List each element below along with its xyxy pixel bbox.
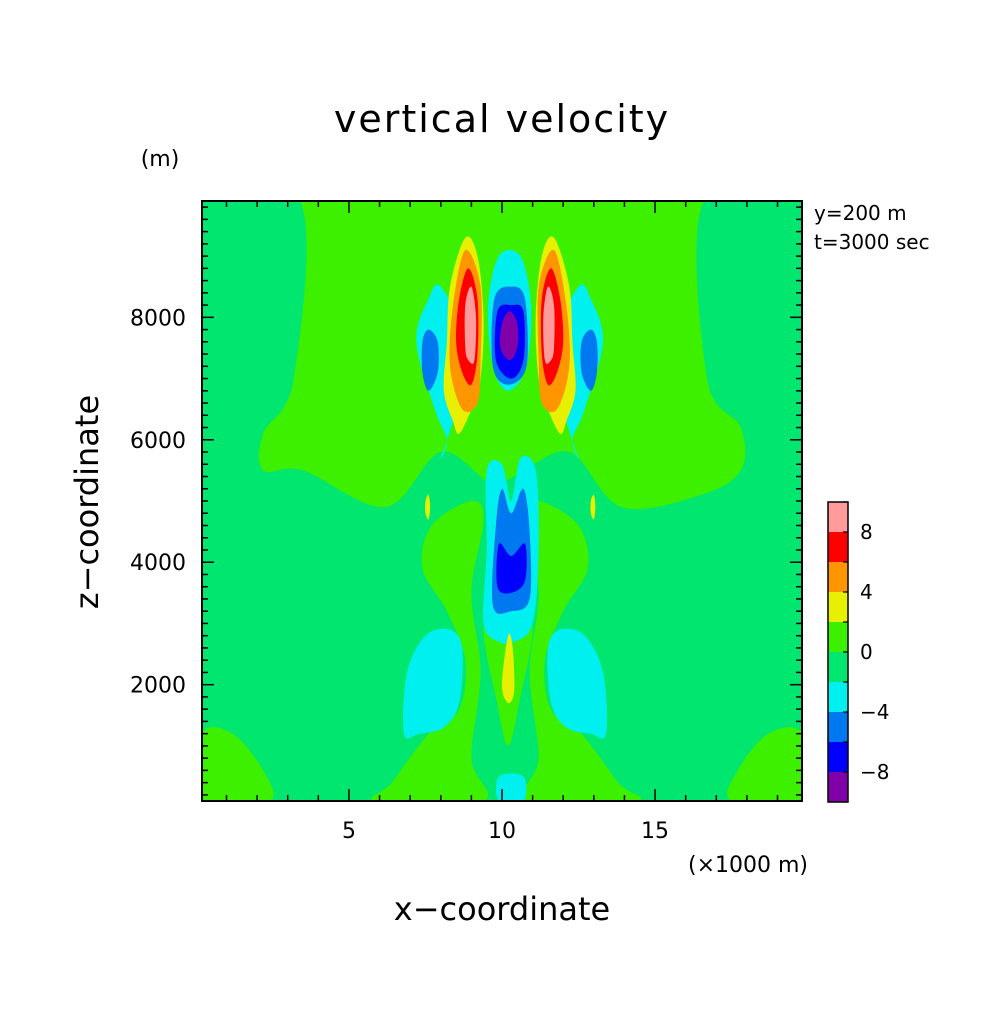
chart-title: vertical velocity — [334, 97, 670, 141]
colorbar-swatch — [828, 772, 848, 802]
colorbar-swatch — [828, 532, 848, 562]
contour-region — [521, 500, 642, 801]
x-tick-label: 15 — [641, 819, 669, 844]
y-tick-label: 8000 — [130, 306, 186, 331]
y-axis-label: z−coordinate — [68, 395, 106, 609]
colorbar-tick-label: 0 — [860, 640, 873, 664]
contour-region — [495, 773, 527, 801]
colorbar-tick-label: 8 — [860, 520, 873, 544]
colorbar-swatch — [828, 712, 848, 742]
x-axis-label: x−coordinate — [394, 890, 610, 928]
y-tick-label: 6000 — [130, 429, 186, 454]
colorbar-swatch — [828, 682, 848, 712]
colorbar-swatch — [828, 592, 848, 622]
annotation-y: y=200 m — [814, 201, 907, 225]
colorbar-swatch — [828, 562, 848, 592]
colorbar-tick-label: −8 — [860, 760, 889, 784]
contour-regions — [202, 201, 802, 801]
y-unit-label: (m) — [141, 147, 180, 172]
contour-region — [502, 633, 515, 704]
contour-region — [496, 542, 527, 594]
contour-region — [202, 727, 274, 801]
x-tick-label: 5 — [342, 819, 356, 844]
x-unit-label: (×1000 m) — [688, 853, 808, 878]
contour-region — [421, 329, 439, 391]
x-tick-label: 10 — [488, 819, 516, 844]
colorbar-swatch — [828, 502, 848, 532]
colorbar-swatch — [828, 622, 848, 652]
y-tick-label: 2000 — [130, 674, 186, 699]
contour-region — [547, 628, 607, 739]
contour-region — [590, 494, 596, 520]
contour-region — [403, 628, 463, 739]
contour-region — [499, 311, 519, 361]
annotation-t: t=3000 sec — [814, 230, 930, 254]
contour-region — [543, 286, 555, 364]
colorbar-tick-label: −4 — [860, 700, 889, 724]
contour-region — [727, 727, 802, 801]
contour-region — [464, 286, 477, 364]
colorbar-tick-label: 4 — [860, 580, 873, 604]
colorbar-swatch — [828, 652, 848, 682]
plot-area: 5 10 15 2000 4000 6000 8000 — [130, 200, 803, 844]
contour-region — [580, 329, 598, 391]
colorbar-swatch — [828, 742, 848, 772]
y-tick-label: 4000 — [130, 551, 186, 576]
y-axis-ticks: 2000 4000 6000 8000 — [130, 206, 802, 796]
contour-region — [371, 500, 489, 801]
contour-region — [425, 494, 431, 520]
colorbar: −8 −4 0 4 8 — [827, 501, 889, 803]
x-axis-ticks: 5 10 15 — [225, 201, 779, 844]
